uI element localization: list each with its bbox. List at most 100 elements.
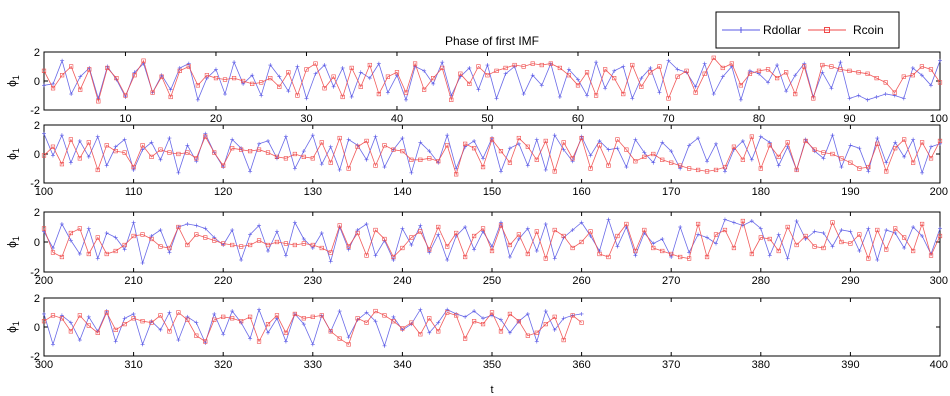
data-point-rcoin [221,241,226,246]
data-point-rcoin [570,245,575,251]
data-point-rcoin [449,97,454,102]
data-point-rcoin [651,151,656,157]
data-point-rdollar [212,311,217,316]
data-point-rdollar [203,226,208,231]
data-point-rdollar [776,163,781,168]
x-tick-label: 260 [572,275,590,287]
data-point-rdollar [176,170,181,175]
data-point-rdollar [696,136,701,141]
data-point-rdollar [929,144,934,149]
data-point-rdollar [292,220,297,225]
data-point-rdollar [301,237,306,241]
data-point-rcoin [593,93,599,98]
data-point-rdollar [594,60,599,65]
data-point-rcoin [59,254,65,260]
data-point-rcoin [606,163,611,168]
data-point-rcoin [274,313,280,318]
data-point-rcoin [418,157,423,162]
x-tick-label: 390 [841,359,859,371]
data-point-rcoin [194,232,199,237]
data-point-rdollar [758,134,763,139]
data-point-rcoin [241,78,246,84]
data-point-rcoin [328,160,333,165]
x-tick-label: 20 [210,113,222,125]
data-point-rcoin [41,153,47,158]
data-point-rcoin [821,150,826,155]
data-point-rcoin [328,250,333,255]
data-point-rcoin [337,336,342,341]
data-point-rcoin [776,248,781,254]
data-point-rcoin [355,230,360,236]
x-tick-label: 10 [119,113,131,125]
data-point-rcoin [328,329,333,334]
data-point-rdollar [481,156,486,161]
data-point-rcoin [678,163,683,168]
data-point-rdollar [749,157,754,162]
data-point-rcoin [884,169,889,174]
data-point-rdollar [223,92,228,97]
data-point-rcoin [507,242,513,248]
data-point-rdollar [195,97,200,102]
data-point-rcoin [194,156,199,161]
data-point-rdollar [51,81,56,86]
data-point-rcoin [651,245,656,251]
data-point-rdollar [257,141,262,146]
data-point-rcoin [87,67,92,72]
data-point-rcoin [516,135,521,141]
data-point-rdollar [346,335,351,340]
y-tick-label: -2 [30,105,40,117]
series-rdollar-panel-3 [42,217,942,265]
data-point-rcoin [440,65,445,71]
x-tick-label: 100 [35,186,53,198]
data-point-rcoin [530,61,535,66]
data-point-rdollar [920,170,925,175]
data-point-rcoin [418,229,423,234]
data-point-rcoin [322,86,327,91]
data-point-rcoin [331,74,336,79]
data-point-rdollar [621,64,626,69]
y-tick-label: 0 [34,322,40,334]
data-point-rdollar [883,92,888,97]
x-tick-label: 200 [35,275,53,287]
data-point-rdollar [131,311,136,316]
data-point-rdollar [440,60,445,65]
data-point-rdollar [711,92,716,97]
data-point-rcoin [194,333,199,338]
data-point-rdollar [552,256,557,261]
data-point-rdollar [250,73,255,78]
data-point-rdollar [445,133,450,138]
data-point-rcoin [525,144,530,149]
data-point-rcoin [839,156,844,161]
data-point-rdollar [295,64,300,69]
data-point-rcoin [588,166,593,171]
data-point-rcoin [159,74,164,79]
data-point-rdollar [409,170,414,175]
data-point-rdollar [328,144,333,149]
data-point-rdollar [194,223,199,228]
data-point-rcoin [283,156,289,161]
data-point-rdollar [382,343,387,348]
data-point-rcoin [50,313,56,318]
y-tick-label: 2 [34,120,40,132]
data-point-rdollar [875,258,880,262]
data-point-rdollar [722,169,727,174]
data-point-rcoin [830,151,835,157]
data-point-rcoin [212,317,217,322]
data-point-rcoin [874,76,879,81]
data-point-rdollar [472,247,477,252]
data-point-rcoin [803,233,808,239]
data-point-rcoin [310,156,315,161]
data-point-rcoin [892,90,897,95]
data-point-rcoin [69,64,74,69]
data-point-rcoin [203,235,208,240]
data-point-rcoin [158,244,163,249]
data-point-rcoin [856,70,861,75]
data-point-rdollar [642,150,647,155]
data-point-rcoin [222,77,228,82]
data-point-rdollar [579,220,584,225]
data-point-rcoin [186,64,191,69]
data-point-rdollar [866,226,871,231]
data-point-rdollar [784,89,789,94]
x-tick-label: 220 [214,275,232,287]
data-point-rcoin [489,137,495,142]
